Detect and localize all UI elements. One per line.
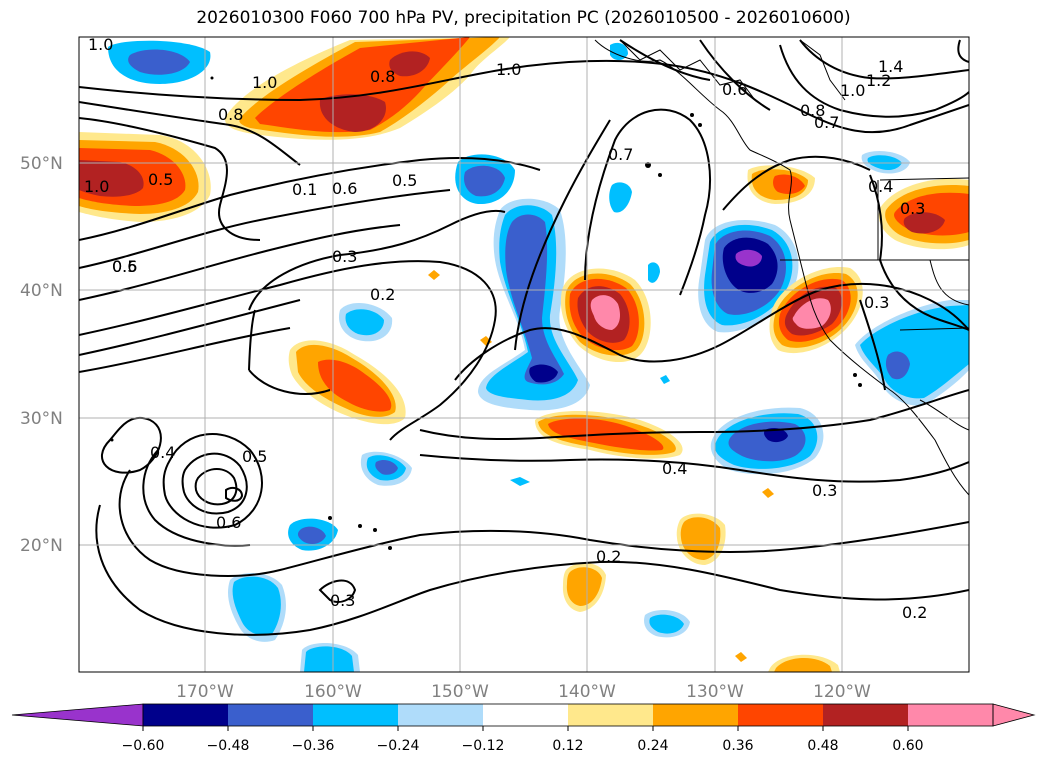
latitude-labels: 50°N 40°N 30°N 20°N <box>20 154 63 556</box>
contour-label: 0.3 <box>330 591 355 610</box>
contour-label: 0.7 <box>814 113 839 132</box>
colorbar-tick-label: −0.60 <box>122 738 165 754</box>
contour-label: 0.7 <box>608 145 633 164</box>
colorbar-tick-label: 0.12 <box>552 738 583 754</box>
colorbar-tick-label: −0.12 <box>462 738 505 754</box>
colorbar: −0.60 −0.48 −0.36 −0.24 −0.12 0.12 0.24 0.36 0.4… <box>11 703 1036 754</box>
colorbar-tick-label: −0.36 <box>292 738 335 754</box>
lon-label: 130°W <box>686 682 744 702</box>
colorbar-tick-label: 0.24 <box>637 738 668 754</box>
contour-label: 0.3 <box>812 481 837 500</box>
pv-contours <box>79 39 969 636</box>
colorbar-segment <box>228 704 313 726</box>
contour-label: 0.2 <box>596 547 621 566</box>
colorbar-tick-label: −0.24 <box>377 738 420 754</box>
coastlines <box>594 39 969 496</box>
contour-label: 0.6 <box>722 80 747 99</box>
longitude-labels: 170°W 160°W 150°W 140°W 130°W 120°W <box>176 682 871 702</box>
colorbar-segment <box>568 704 653 726</box>
contour-label: 1.0 <box>88 35 113 54</box>
lon-label: 150°W <box>431 682 489 702</box>
contour-label: 1.4 <box>878 57 903 76</box>
contour-label: 0.2 <box>902 603 927 622</box>
lon-label: 120°W <box>813 682 871 702</box>
contour-label: 0.3 <box>332 247 357 266</box>
colorbar-segment <box>313 704 398 726</box>
contour-label: 0.8 <box>370 67 395 86</box>
lon-label: 160°W <box>304 682 362 702</box>
lon-label: 170°W <box>176 682 234 702</box>
map-frame <box>78 36 970 673</box>
colorbar-segment <box>908 704 993 726</box>
contour-label: 1.0 <box>840 81 865 100</box>
lat-label: 30°N <box>20 409 63 429</box>
lat-label: 20°N <box>20 536 63 556</box>
map-title: 2026010300 F060 700 hPa PV, precipitatio… <box>196 8 851 28</box>
lon-label: 140°W <box>558 682 616 702</box>
colorbar-segment <box>738 704 823 726</box>
colorbar-segment <box>143 704 228 726</box>
colorbar-segment <box>483 704 568 726</box>
contour-label: 0.6 <box>112 257 137 276</box>
contour-label: 1.0 <box>496 60 521 79</box>
contour-label: 0.2 <box>370 285 395 304</box>
colorbar-tick-label: −0.48 <box>207 738 250 754</box>
contour-label: 0.5 <box>242 447 267 466</box>
colorbar-tick-label: 0.48 <box>807 738 838 754</box>
contour-labels: 1.0 1.0 0.8 0.8 1.0 0.6 1.4 1.2 1.0 0.8 … <box>84 35 927 622</box>
precip-shading <box>79 37 969 672</box>
colorbar-arrow-left <box>11 703 144 727</box>
contour-label: 1.0 <box>252 73 277 92</box>
contour-label: 0.5 <box>392 171 417 190</box>
contour-label: 0.1 <box>292 180 317 199</box>
colorbar-tick-label: 0.60 <box>892 738 923 754</box>
contour-label: 1.0 <box>84 177 109 196</box>
contour-label: 0.4 <box>662 459 687 478</box>
contour-label: 0.6 <box>332 179 357 198</box>
colorbar-arrow-right <box>992 703 1036 727</box>
contour-label: 0.3 <box>900 199 925 218</box>
contour-label: 1.2 <box>866 71 891 90</box>
colorbar-segment <box>398 704 483 726</box>
lat-label: 50°N <box>20 154 63 174</box>
contour-label: 0.4 <box>150 443 175 462</box>
contour-label: 0.5 <box>148 170 173 189</box>
contour-label: 0.6 <box>216 513 241 532</box>
contour-label: 0.5 <box>112 257 137 276</box>
graticule <box>79 37 969 672</box>
contour-label: 0.8 <box>800 101 825 120</box>
colorbar-segment <box>823 704 908 726</box>
colorbar-tick-label: 0.36 <box>722 738 753 754</box>
map-layers: 1.0 1.0 0.8 0.8 1.0 0.6 1.4 1.2 1.0 0.8 … <box>79 35 969 672</box>
contour-label: 0.3 <box>864 293 889 312</box>
contour-label: 0.8 <box>218 105 243 124</box>
lat-label: 40°N <box>20 281 63 301</box>
contour-label: 0.4 <box>868 177 893 196</box>
colorbar-segment <box>653 704 738 726</box>
